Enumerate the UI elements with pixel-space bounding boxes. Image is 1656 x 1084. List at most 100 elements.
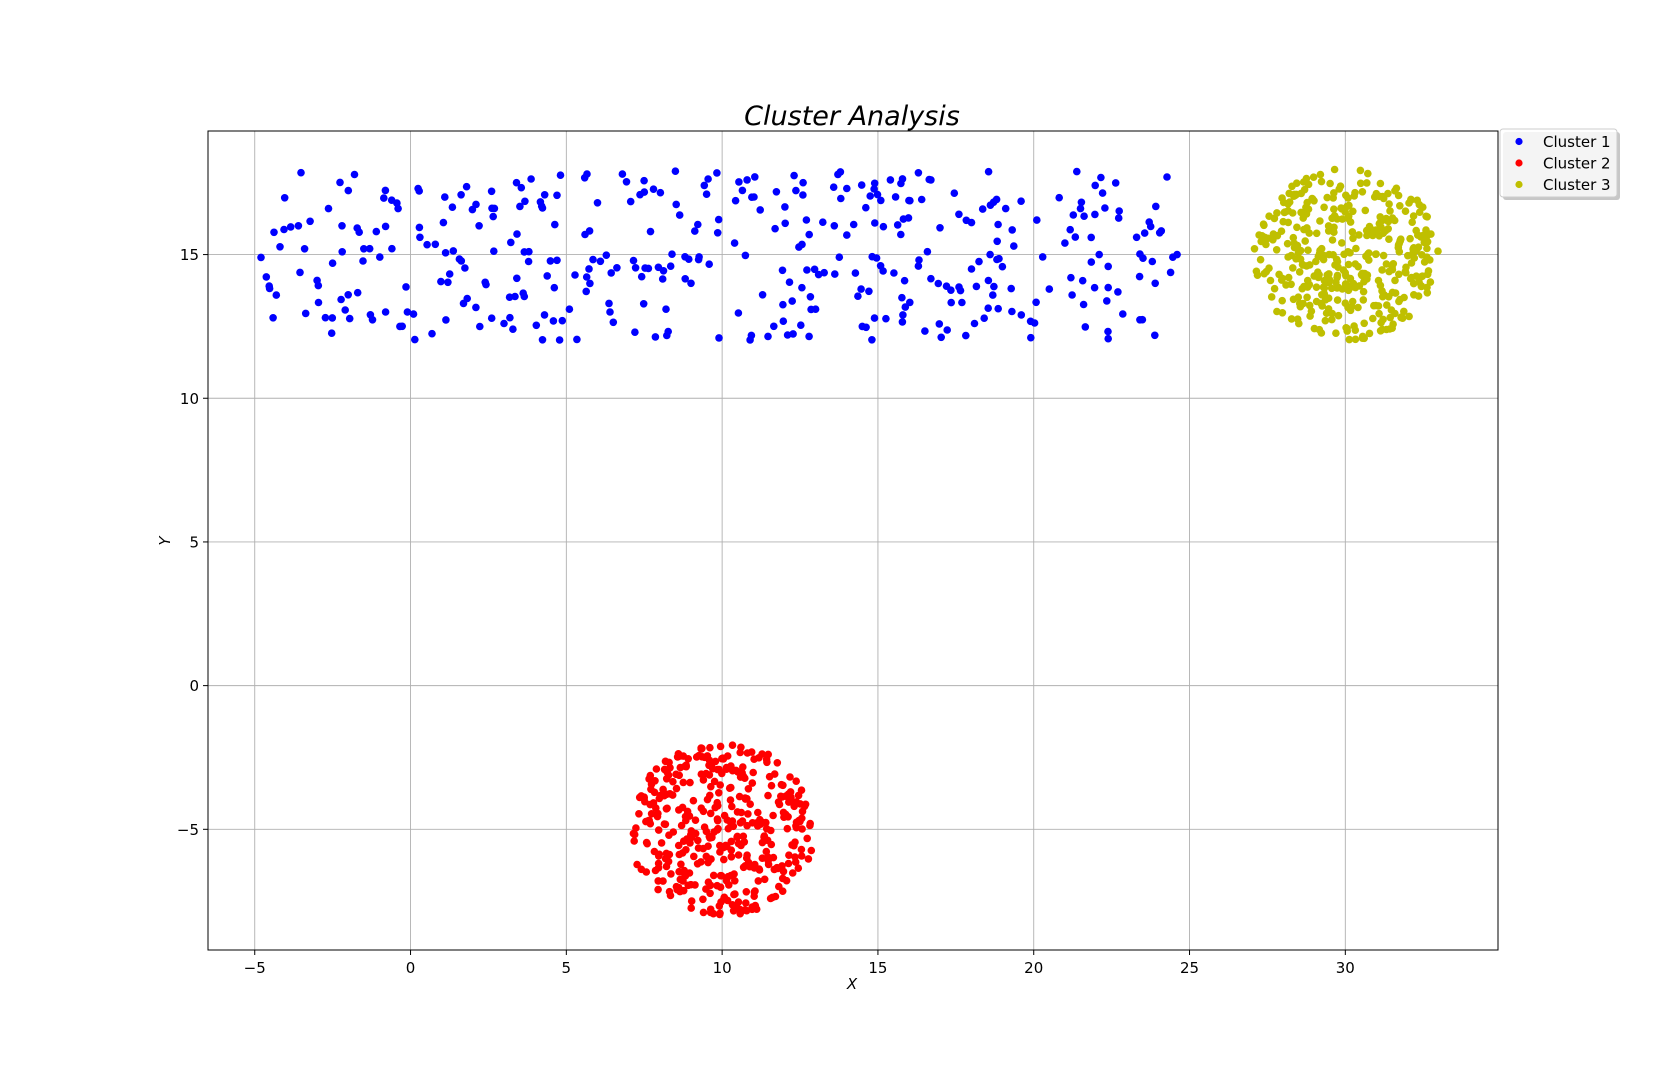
point-cluster-1: [1140, 229, 1149, 237]
x-tick-label: 25: [1180, 959, 1199, 977]
point-cluster-1: [835, 253, 844, 261]
point-cluster-1: [388, 244, 396, 253]
point-cluster-1: [445, 270, 454, 278]
point-cluster-1: [549, 317, 558, 325]
point-cluster-1: [402, 283, 410, 291]
point-cluster-1: [396, 322, 404, 331]
point-cluster-1: [1114, 288, 1122, 296]
point-cluster-1: [481, 278, 490, 287]
point-cluster-3: [1390, 216, 1399, 225]
point-cluster-2: [732, 766, 740, 775]
point-cluster-1: [327, 329, 336, 338]
point-cluster-1: [294, 222, 303, 230]
point-cluster-1: [393, 199, 401, 207]
point-cluster-1: [947, 298, 955, 307]
point-cluster-2: [683, 807, 692, 816]
point-cluster-1: [565, 305, 574, 314]
point-cluster-3: [1351, 326, 1360, 335]
point-cluster-3: [1383, 301, 1391, 309]
point-cluster-2: [706, 809, 715, 818]
point-cluster-3: [1378, 292, 1387, 301]
point-cluster-3: [1297, 208, 1305, 217]
point-cluster-1: [360, 245, 368, 253]
point-cluster-3: [1262, 240, 1270, 249]
point-cluster-2: [710, 777, 719, 786]
point-cluster-3: [1415, 208, 1424, 216]
point-cluster-2: [708, 833, 716, 842]
y-tick-label: −5: [177, 821, 199, 839]
point-cluster-2: [747, 748, 756, 756]
point-cluster-1: [622, 178, 631, 186]
point-cluster-2: [754, 877, 763, 885]
point-cluster-1: [415, 223, 424, 232]
point-cluster-1: [819, 218, 827, 226]
point-cluster-3: [1417, 282, 1426, 291]
point-cluster-2: [715, 789, 723, 797]
point-cluster-1: [532, 321, 541, 330]
point-cluster-2: [744, 785, 753, 793]
point-cluster-1: [540, 191, 549, 199]
point-cluster-1: [286, 223, 295, 231]
point-cluster-1: [715, 334, 723, 342]
point-cluster-2: [731, 877, 739, 885]
point-cluster-2: [728, 741, 737, 749]
point-cluster-1: [585, 265, 593, 273]
point-cluster-1: [1007, 284, 1015, 293]
point-cluster-1: [1146, 222, 1155, 231]
point-cluster-2: [727, 852, 736, 861]
data-points: [257, 165, 1442, 919]
point-cluster-1: [1067, 273, 1075, 282]
point-cluster-3: [1349, 234, 1357, 243]
point-cluster-1: [475, 222, 483, 230]
point-cluster-3: [1292, 254, 1300, 263]
point-cluster-1: [927, 274, 935, 283]
point-cluster-2: [716, 841, 724, 850]
point-cluster-2: [713, 826, 721, 834]
point-cluster-1: [857, 181, 866, 189]
point-cluster-1: [442, 316, 450, 324]
point-cluster-1: [637, 272, 646, 281]
point-cluster-1: [489, 212, 498, 221]
point-cluster-2: [788, 869, 797, 877]
point-cluster-1: [441, 193, 449, 201]
point-cluster-3: [1376, 327, 1385, 335]
point-cluster-1: [879, 222, 888, 231]
point-cluster-1: [994, 304, 1002, 313]
point-cluster-1: [900, 276, 909, 285]
point-cluster-3: [1265, 212, 1273, 220]
point-cluster-3: [1343, 327, 1351, 335]
point-cluster-1: [553, 256, 561, 265]
point-cluster-1: [537, 202, 546, 210]
point-cluster-2: [674, 841, 683, 850]
point-cluster-2: [699, 807, 708, 816]
point-cluster-1: [1169, 253, 1177, 261]
point-cluster-3: [1377, 223, 1385, 232]
point-cluster-1: [428, 329, 436, 338]
point-cluster-3: [1332, 278, 1340, 287]
point-cluster-1: [934, 279, 943, 288]
point-cluster-2: [806, 821, 814, 830]
point-cluster-1: [487, 187, 496, 196]
point-cluster-2: [657, 839, 666, 847]
point-cluster-2: [749, 768, 757, 777]
point-cluster-1: [758, 291, 767, 299]
point-cluster-3: [1333, 284, 1341, 292]
point-cluster-3: [1394, 241, 1403, 249]
point-cluster-2: [679, 886, 688, 895]
point-cluster-1: [897, 230, 905, 239]
point-cluster-1: [898, 293, 906, 302]
point-cluster-2: [777, 780, 786, 789]
point-cluster-2: [699, 908, 708, 917]
point-cluster-2: [723, 816, 731, 824]
point-cluster-1: [1061, 239, 1069, 247]
point-cluster-1: [906, 196, 914, 205]
point-cluster-1: [328, 259, 337, 268]
point-cluster-3: [1358, 188, 1367, 196]
point-cluster-1: [336, 178, 344, 187]
point-cluster-1: [344, 186, 353, 195]
point-cluster-1: [750, 193, 758, 201]
point-cluster-3: [1284, 218, 1292, 227]
point-cluster-1: [1136, 250, 1144, 258]
point-cluster-1: [998, 262, 1007, 271]
